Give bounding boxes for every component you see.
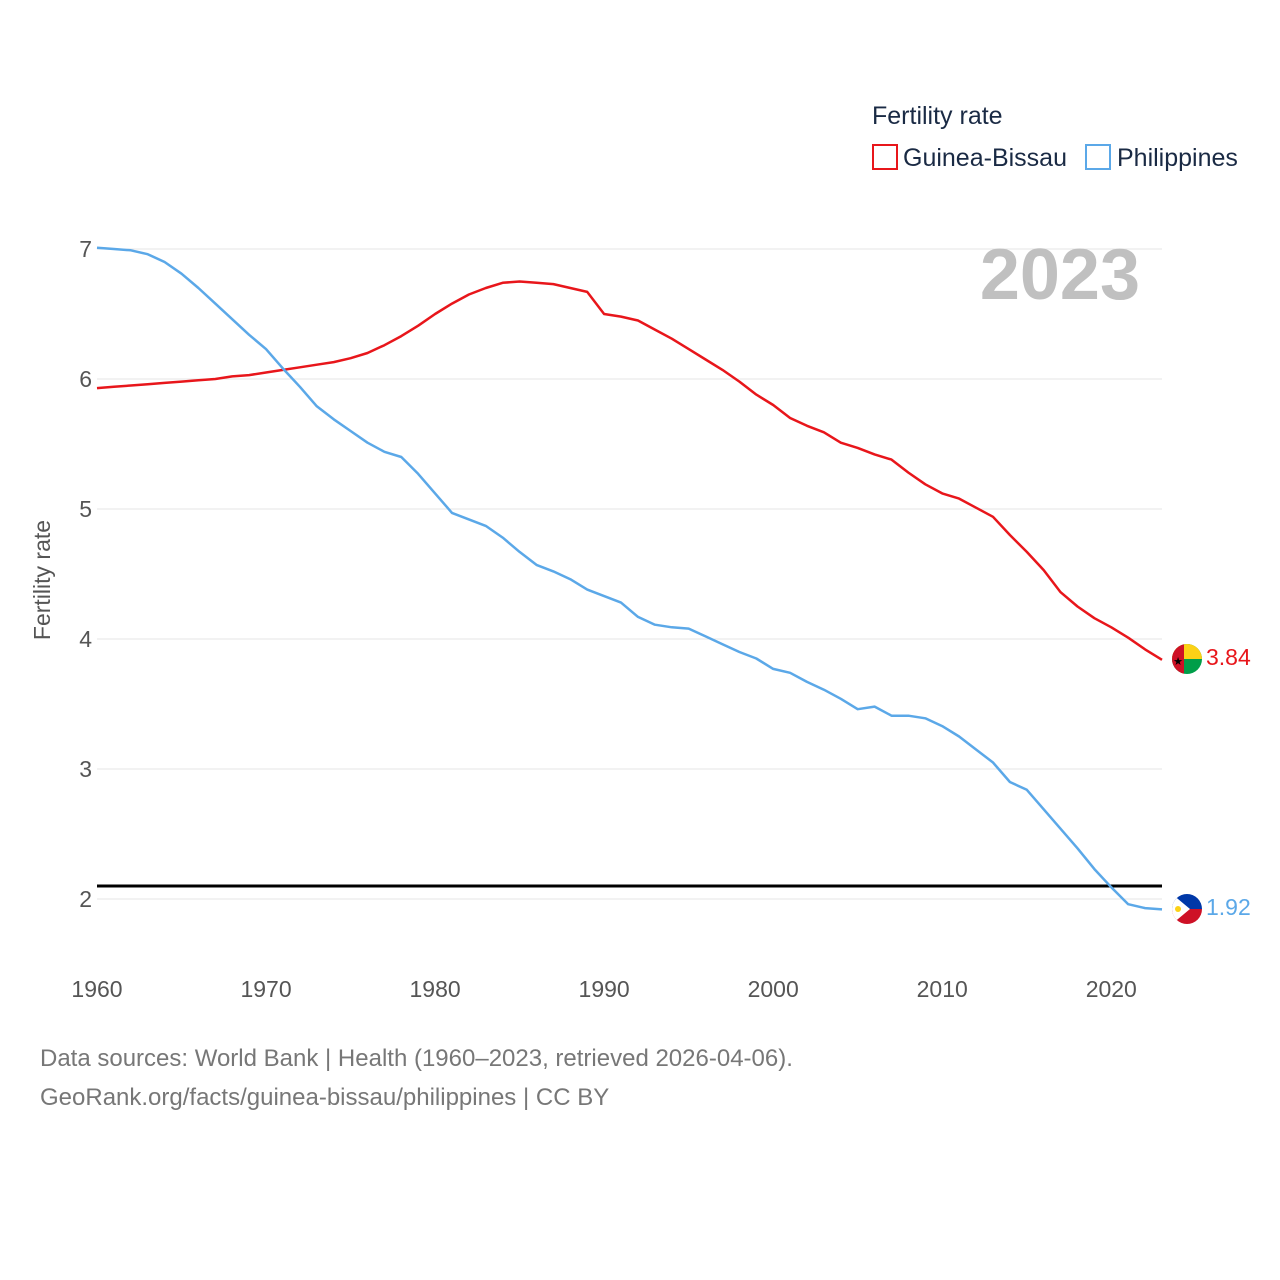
x-tick-label-1980: 1980 xyxy=(410,976,461,1002)
y-tick-label-3: 3 xyxy=(79,756,92,782)
x-tick-label-2000: 2000 xyxy=(748,976,799,1002)
y-tick-label-6: 6 xyxy=(79,366,92,392)
end-value-guinea-bissau: 3.84 xyxy=(1206,644,1251,670)
series-line-philippines xyxy=(96,246,1163,911)
legend-swatch-guinea-bissau xyxy=(872,144,898,170)
x-tick-label-1990: 1990 xyxy=(579,976,630,1002)
legend-swatch-philippines xyxy=(1085,144,1111,170)
end-value-philippines: 1.92 xyxy=(1206,894,1251,920)
y-tick-label-4: 4 xyxy=(79,626,92,652)
year-label: 2023 xyxy=(980,235,1140,315)
y-tick-label-5: 5 xyxy=(79,496,92,522)
series-lines xyxy=(96,246,1163,911)
y-tick-label-7: 7 xyxy=(79,236,92,262)
legend-label-guinea-bissau: Guinea-Bissau xyxy=(903,144,1067,172)
svg-text:★: ★ xyxy=(1173,655,1183,668)
legend[interactable]: Fertility rate Guinea-Bissau Philippines xyxy=(872,102,1238,172)
x-tick-label-1970: 1970 xyxy=(240,976,291,1002)
x-axis-ticks: 1960 1970 1980 1990 2000 2010 2020 xyxy=(71,976,1136,1002)
guinea-bissau-flag-icon: ★ xyxy=(1172,644,1202,674)
philippines-flag-icon xyxy=(1172,894,1202,924)
y-axis-ticks: 2 3 4 5 6 7 xyxy=(79,236,92,912)
source-line-1: Data sources: World Bank | Health (1960–… xyxy=(40,1045,793,1072)
x-tick-label-2010: 2010 xyxy=(917,976,968,1002)
series-line-guinea-bissau xyxy=(96,280,1163,661)
x-tick-label-2020: 2020 xyxy=(1086,976,1137,1002)
legend-item-philippines[interactable]: Philippines xyxy=(1085,144,1238,172)
legend-label-philippines: Philippines xyxy=(1117,144,1238,172)
y-tick-label-2: 2 xyxy=(79,886,92,912)
source-line-2[interactable]: GeoRank.org/facts/guinea-bissau/philippi… xyxy=(40,1084,610,1111)
x-tick-label-1960: 1960 xyxy=(71,976,122,1002)
legend-item-guinea-bissau[interactable]: Guinea-Bissau xyxy=(872,144,1067,172)
grid-lines xyxy=(97,248,1162,900)
y-axis-title: Fertility rate xyxy=(29,520,55,640)
legend-title: Fertility rate xyxy=(872,102,1003,130)
